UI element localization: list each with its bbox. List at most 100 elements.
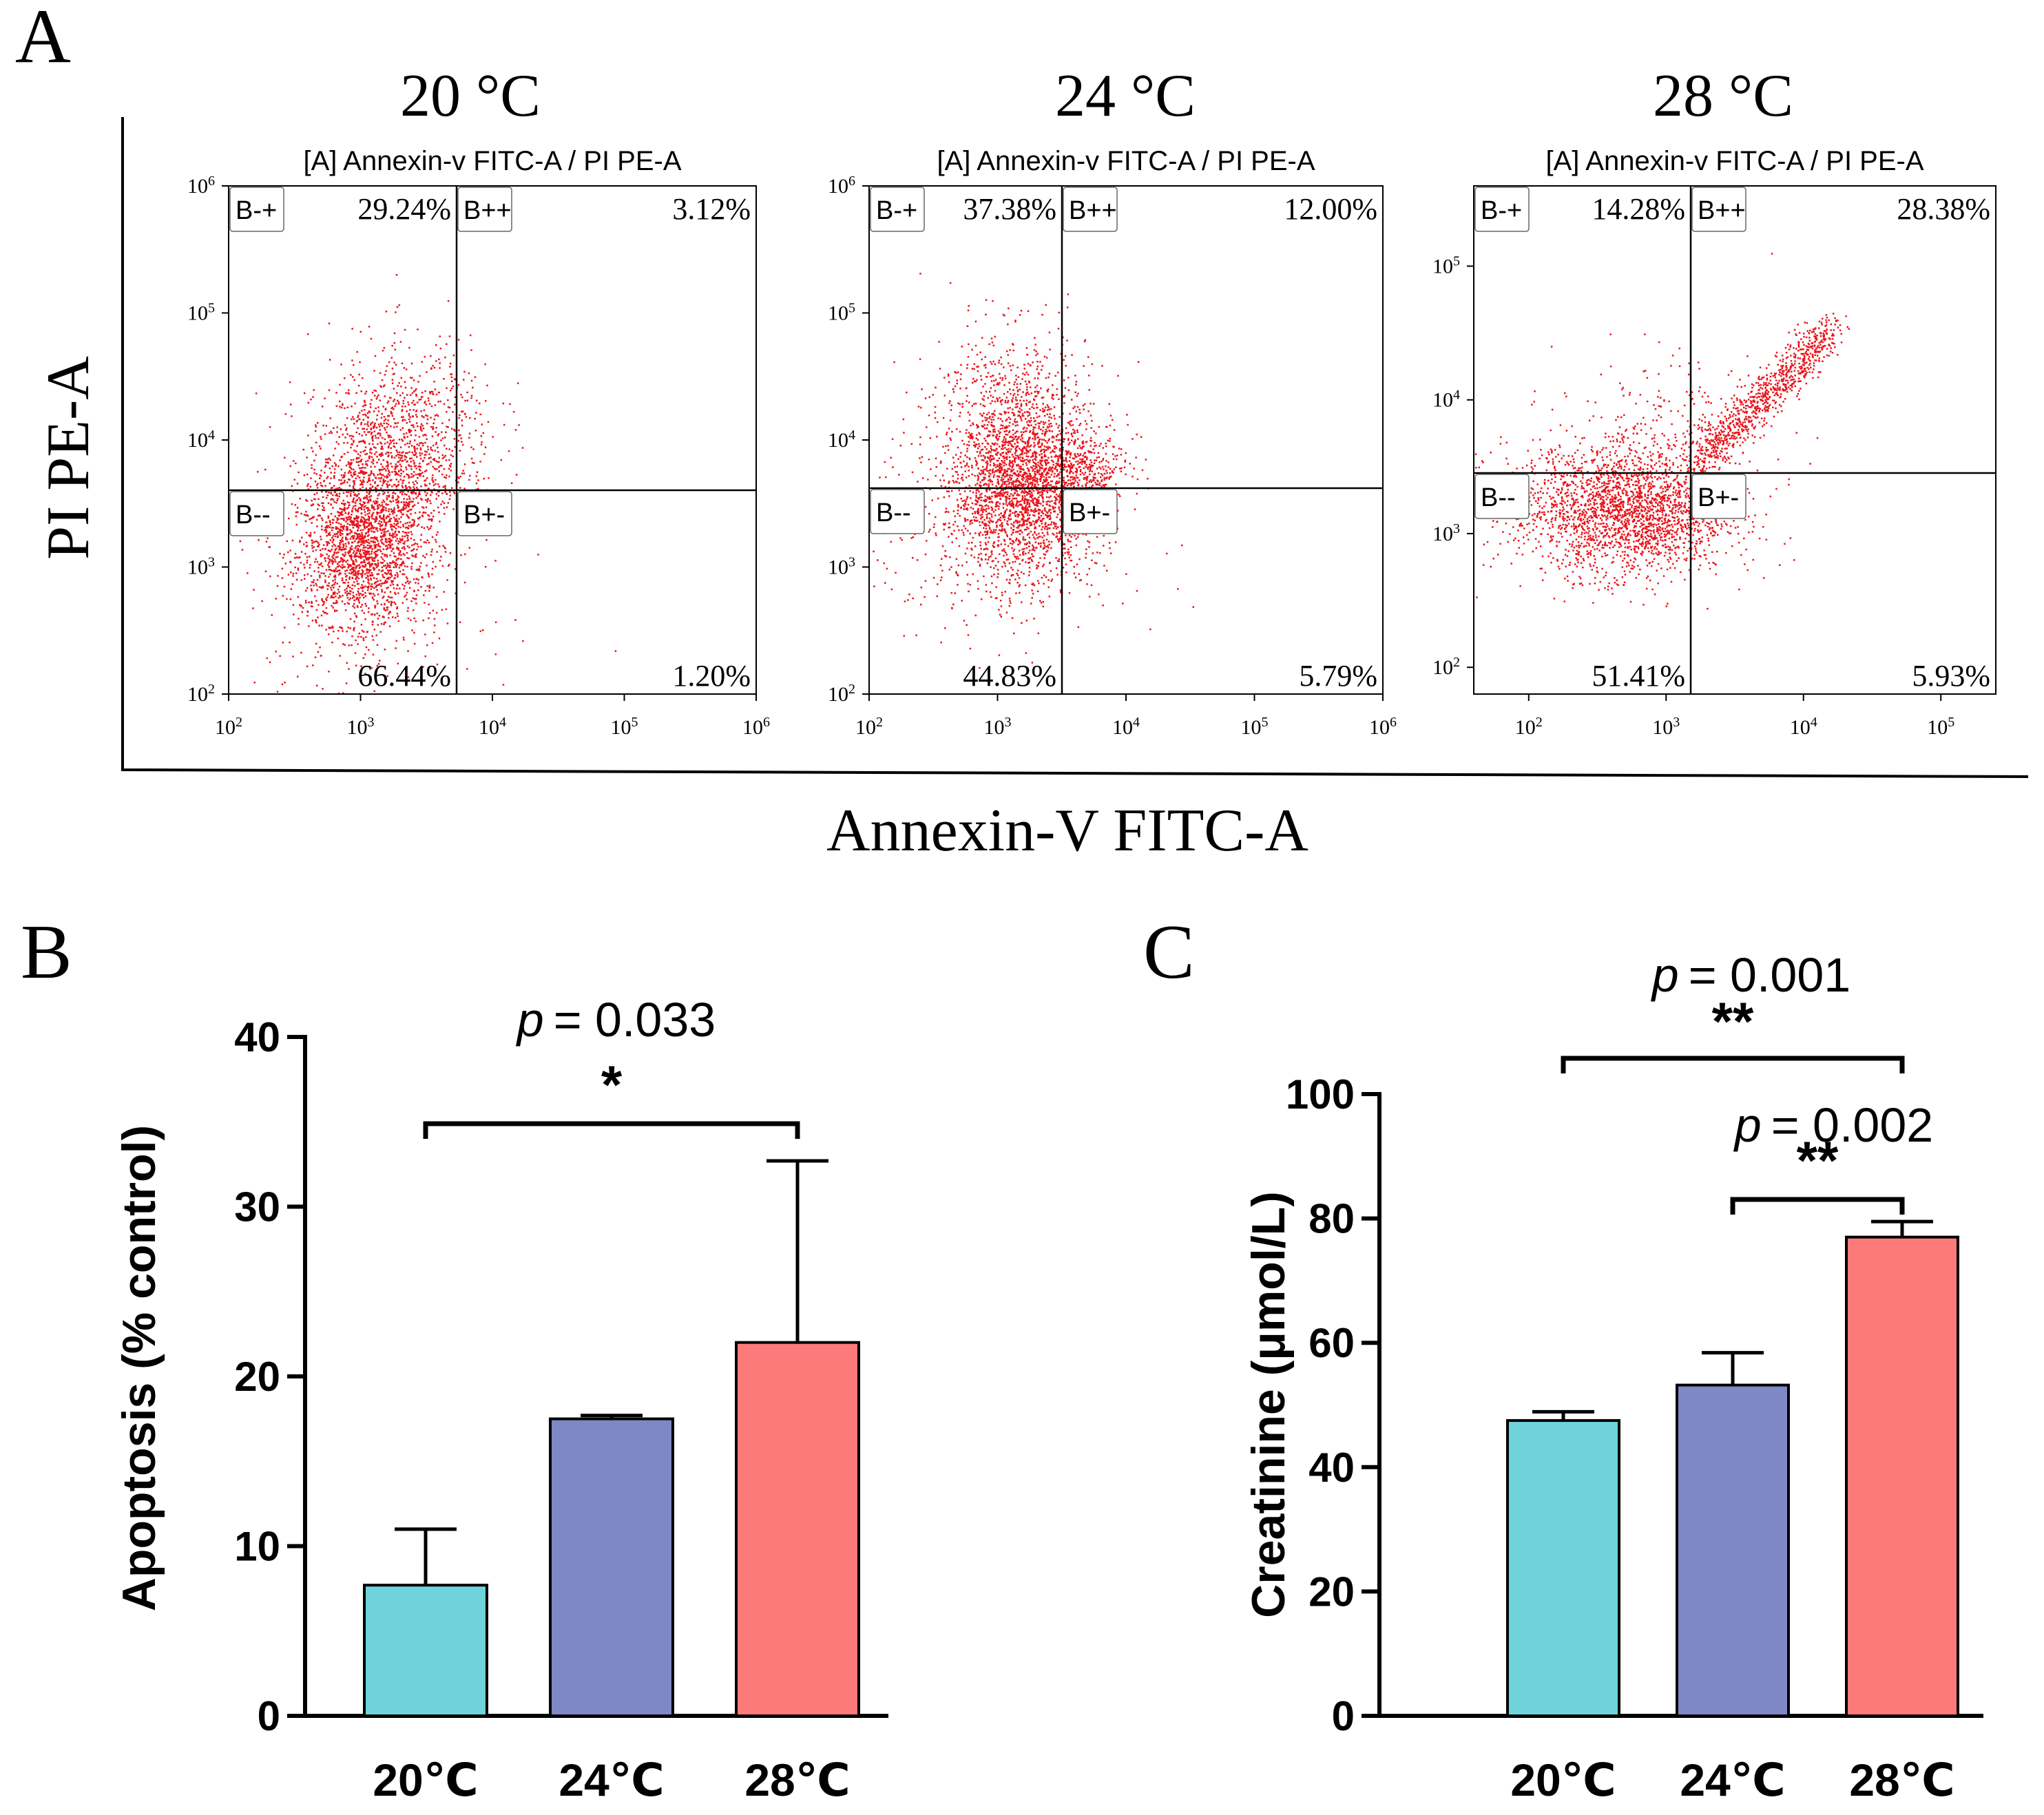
flow-plot-title: [A] Annexin-v FITC-A / PI PE-A	[1545, 146, 1923, 176]
y-tick-label: 104	[828, 428, 855, 452]
percent-upper-right: 28.38%	[1897, 192, 1990, 226]
y-tick-label: 105	[187, 301, 215, 325]
percent-upper-right: 3.12%	[672, 192, 751, 226]
y-tick-exponent: 4	[208, 428, 215, 443]
flow-outer-axis	[121, 117, 2029, 778]
quadrant-tag-label: B++	[1069, 196, 1117, 225]
y-tick-label: 102	[1432, 655, 1460, 679]
y-tick-label: 60	[1308, 1320, 1355, 1366]
significance-bracket	[1561, 1056, 1905, 1073]
quadrant-tag-label: B--	[1481, 483, 1516, 512]
bar	[735, 1341, 860, 1717]
x-tick-exponent: 2	[1536, 715, 1543, 730]
bar	[363, 1584, 488, 1718]
x-category-label: 24℃	[1680, 1754, 1785, 1805]
quadrant-tag-box	[1063, 187, 1118, 232]
x-tick-label: 104	[1112, 715, 1140, 739]
x-category-label: 28℃	[744, 1754, 850, 1805]
bar-chart: C 0 20 40 60 80 100 Creatinine (μmol/L) 20℃ 24℃ 28…	[1143, 910, 1983, 1805]
percent-lower-left: 44.83%	[963, 659, 1056, 693]
x-tick-label: 103	[347, 715, 375, 739]
x-tick-label: 106	[1369, 715, 1397, 739]
y-tick-label: 80	[1308, 1196, 1355, 1242]
bar	[1506, 1419, 1620, 1717]
percent-lower-right: 5.79%	[1299, 659, 1377, 693]
quadrant-tag-label: B-+	[1481, 196, 1522, 225]
x-tick-label: 105	[611, 715, 638, 739]
x-tick-label: 105	[1241, 715, 1269, 739]
x-tick-exponent: 6	[763, 715, 770, 730]
quadrant-tag-label: B+-	[1069, 499, 1110, 527]
y-tick-exponent: 4	[1453, 388, 1460, 403]
percent-lower-right: 5.93%	[1912, 659, 1990, 693]
y-tick-exponent: 6	[208, 174, 215, 189]
flow-plot-frame	[228, 185, 757, 695]
y-tick-exponent: 5	[208, 301, 215, 316]
y-tick-label: 10	[234, 1524, 280, 1570]
x-tick-exponent: 4	[1133, 715, 1140, 730]
flow-y-axis-label: PI PE-A	[35, 356, 102, 560]
x-tick-exponent: 5	[1948, 715, 1954, 730]
x-category-label: 20℃	[373, 1754, 478, 1805]
y-tick-label: 102	[187, 682, 215, 706]
quadrant-tag-box	[229, 491, 284, 536]
flow-temperature-title: 24 °C	[1055, 63, 1196, 129]
quadrant-tag-label: B--	[236, 501, 271, 529]
panel-label-a: A	[15, 0, 71, 79]
p-value-number: = 0.002	[1771, 1098, 1934, 1152]
panel-label-c: C	[1143, 910, 1195, 995]
y-tick-exponent: 5	[1453, 254, 1460, 269]
quadrant-tag-box	[870, 187, 925, 232]
flow-event-dots	[1474, 253, 1850, 610]
flow-plot: 20 °C [A] Annexin-v FITC-A / PI PE-A B-+ B+…	[187, 63, 770, 739]
panel-label-b: B	[21, 910, 72, 995]
y-tick-label: 105	[1432, 254, 1460, 278]
flow-temperature-title: 20 °C	[400, 63, 541, 129]
percent-upper-right: 12.00%	[1284, 192, 1377, 226]
p-value-label: p = 0.001	[1651, 948, 1850, 1002]
flow-event-dots	[239, 274, 617, 695]
flow-plot: 28 °C [A] Annexin-v FITC-A / PI PE-A B-+ B+…	[1432, 63, 1996, 739]
x-tick-label: 102	[1515, 715, 1543, 739]
x-tick-label: 103	[1652, 715, 1680, 739]
y-tick-label: 40	[1308, 1445, 1355, 1491]
quadrant-tag-label: B+-	[463, 501, 505, 529]
y-tick-label: 106	[187, 174, 215, 198]
x-category-label: 24℃	[559, 1754, 664, 1805]
quadrant-tag-box	[1474, 474, 1530, 519]
y-tick-label: 104	[1432, 388, 1460, 412]
significance-stars: **	[1797, 1130, 1839, 1190]
flow-plot-frame	[1473, 185, 1996, 695]
quadrant-tag-box	[1474, 187, 1530, 232]
y-tick-exponent: 2	[208, 682, 215, 697]
x-tick-exponent: 3	[1005, 715, 1012, 730]
x-category-label: 28℃	[1849, 1754, 1954, 1805]
quadrant-tag-box	[457, 491, 512, 536]
percent-upper-left: 37.38%	[963, 192, 1056, 226]
flow-plot: 24 °C [A] Annexin-v FITC-A / PI PE-A B-+ B+…	[828, 63, 1397, 739]
x-tick-exponent: 2	[876, 715, 883, 730]
flow-plot-title: [A] Annexin-v FITC-A / PI PE-A	[303, 146, 681, 176]
percent-lower-left: 66.44%	[357, 659, 451, 693]
y-tick-label: 102	[828, 682, 855, 706]
quadrant-tag-label: B-+	[876, 196, 917, 225]
percent-lower-right: 1.20%	[672, 659, 751, 693]
y-axis-label: Apoptosis (% control)	[113, 1125, 165, 1611]
x-tick-label: 104	[479, 715, 506, 739]
y-tick-exponent: 6	[848, 174, 855, 189]
x-tick-label: 104	[1790, 715, 1817, 739]
flow-plot-frame	[868, 185, 1384, 695]
y-tick-exponent: 3	[848, 555, 855, 570]
y-tick-exponent: 3	[1453, 521, 1460, 536]
y-tick-label: 30	[234, 1184, 280, 1230]
x-tick-exponent: 4	[1811, 715, 1817, 730]
quadrant-tag-label: B+-	[1698, 483, 1739, 512]
flow-x-axis-label: Annexin-V FITC-A	[826, 797, 1308, 864]
significance-bracket	[423, 1121, 800, 1139]
p-value-label: p = 0.033	[516, 993, 716, 1047]
y-tick-label: 0	[1332, 1693, 1355, 1739]
quadrant-tag-box	[457, 187, 512, 232]
quadrant-tag-box	[1691, 474, 1746, 519]
quadrant-tag-box	[870, 489, 925, 534]
x-tick-label: 102	[215, 715, 242, 739]
